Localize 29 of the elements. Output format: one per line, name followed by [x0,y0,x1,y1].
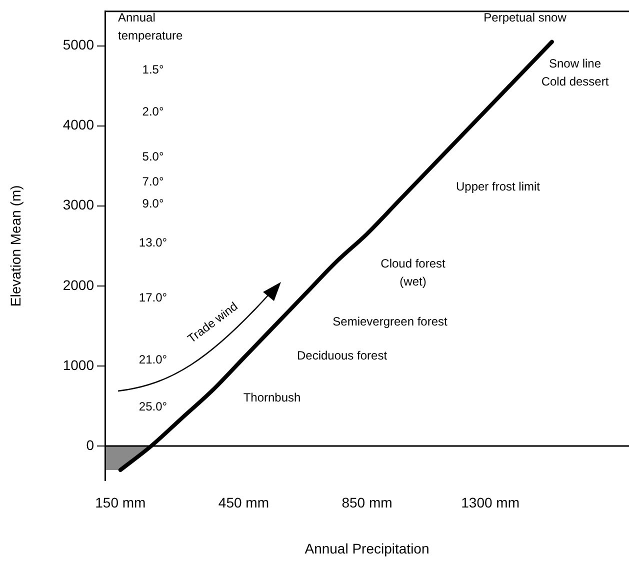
annotation: Perpetual snow [484,10,567,24]
annotation: Upper frost limit [456,179,541,194]
y-tick-label: 2000 [62,276,94,293]
x-tick-label: 1300 mm [461,494,520,511]
annotation: Semievergreen forest [332,314,448,328]
annotation: 21.0° [138,352,168,366]
y-tick-label: 0 [86,436,94,453]
x-tick-label: 450 mm [218,494,269,511]
annotation: 7.0° [142,174,164,188]
y-tick-label: 4000 [62,116,94,133]
annotation: 2.0° [142,104,164,118]
annotation: 25.0° [138,399,168,414]
y-tick-label: 5000 [62,36,94,53]
x-tick-label: 150 mm [95,494,146,511]
annotation: Deciduous forest [296,348,388,362]
y-axis-title: Elevation Mean (m) [7,185,24,307]
annotation: Snow line Cold dessert [541,56,610,88]
y-tick-label: 1000 [62,356,94,373]
annotation: 13.0° [138,235,168,250]
annotation: Thornbush [243,390,301,404]
annotation: 1.5° [142,62,164,76]
y-tick-label: 3000 [62,196,94,213]
x-tick-label: 850 mm [342,494,392,511]
annotation: 9.0° [142,196,164,210]
annotation: 5.0° [142,149,164,164]
annotation: 17.0° [138,290,168,304]
annotation: Cloud forest (wet) [380,256,446,288]
annotation: Annual temperature [118,10,184,42]
x-axis-title: Annual Precipitation [304,540,430,556]
